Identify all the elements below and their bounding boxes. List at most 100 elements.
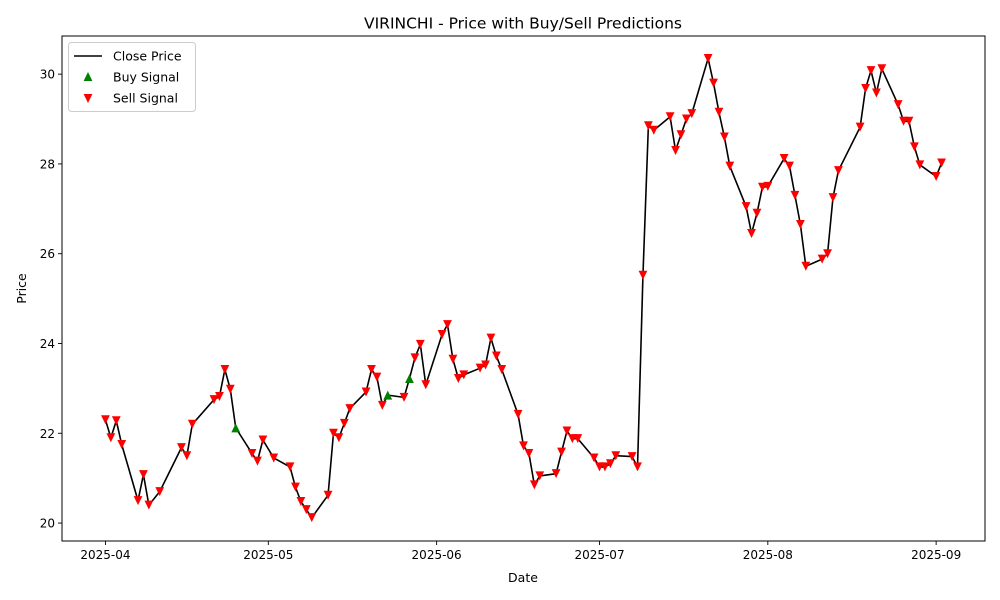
sell-signal-marker [709, 78, 718, 88]
sell-signal-marker [681, 114, 691, 124]
sell-signal-marker [817, 254, 827, 264]
axes-frame [61, 35, 986, 542]
sell-signal-marker [486, 333, 496, 343]
legend-close-price: Close Price [113, 49, 182, 64]
sell-signal-marker [372, 372, 382, 382]
sell-signal-marker [101, 415, 110, 425]
sell-signal-marker [643, 121, 653, 131]
buy-signal-marker [405, 374, 414, 384]
sell-signal-marker [719, 132, 729, 142]
sell-signal-marker [187, 419, 197, 429]
sell-signal-marker [703, 53, 713, 63]
sell-signal-marker [415, 339, 425, 349]
sell-signal-marker [676, 130, 686, 140]
legend: Close Price Buy Signal Sell Signal [68, 42, 196, 112]
sell-signal-marker [605, 459, 615, 469]
sell-signal-marker [763, 181, 773, 191]
y-axis-label: Price [14, 273, 29, 304]
sell-signal-marker [638, 270, 648, 280]
sell-signal-marker [307, 513, 317, 523]
y-tick-label: 30 [40, 68, 55, 82]
sell-signal-marker [665, 112, 675, 122]
sell-signal-marker [823, 249, 832, 259]
sell-signal-marker [915, 160, 925, 170]
sell-signal-marker [269, 453, 279, 463]
y-tick-label: 20 [40, 517, 55, 531]
sell-signal-marker [421, 380, 431, 390]
buy-signal-marker [231, 423, 241, 433]
sell-signal-marker [459, 370, 469, 380]
sell-signal-marker [855, 122, 865, 132]
plot-area [101, 53, 946, 523]
sell-signal-marker [481, 360, 490, 370]
sell-signal-marker [443, 320, 452, 330]
sell-signal-marker [589, 453, 599, 463]
sell-signal-marker [937, 158, 946, 168]
sell-signal-marker [399, 392, 409, 402]
sell-signal-marker [877, 64, 887, 74]
sell-signal-marker [600, 462, 610, 472]
sell-signal-marker [475, 363, 485, 373]
sell-signal-marker [633, 462, 642, 472]
buy-signal-marker [383, 390, 393, 400]
sell-signal-marker [329, 428, 338, 438]
sell-signal-marker [453, 374, 463, 384]
sell-signal-marker [361, 387, 371, 397]
sell-signal-marker [258, 435, 268, 445]
legend-sell-signal: Sell Signal [113, 91, 178, 106]
x-axis-label: Date [508, 570, 538, 585]
sell-signal-marker [931, 172, 941, 182]
x-tick-label: 2025-04 [80, 548, 130, 562]
sell-signal-marker [866, 66, 876, 76]
sell-signal-marker [910, 142, 919, 152]
sell-signal-marker [671, 145, 680, 155]
sell-signal-marker [111, 416, 121, 426]
legend-frame [68, 42, 196, 112]
sell-signal-marker [247, 448, 257, 458]
sell-signal-marker [410, 353, 420, 363]
axis-ticks: 2025-04 2025-05 2025-06 2025-07 2025-08 2025-… [40, 68, 961, 562]
sell-signal-marker [535, 471, 545, 481]
sell-signal-marker [893, 100, 903, 110]
sell-signal-marker [747, 229, 756, 239]
sell-signal-marker [334, 433, 344, 443]
sell-signal-marker [497, 365, 507, 375]
sell-signal-marker [323, 490, 333, 500]
chart-title: VIRINCHI - Price with Buy/Sell Predictio… [364, 15, 682, 33]
sell-signal-marker [345, 404, 355, 414]
sell-signal-marker [253, 456, 262, 466]
sell-signal-marker [551, 469, 561, 479]
y-tick-label: 26 [40, 247, 55, 261]
sell-signal-marker [741, 202, 751, 212]
sell-signal-marker [796, 220, 805, 230]
sell-signal-marker [828, 193, 838, 203]
sell-signal-marker [215, 391, 224, 401]
x-tick-label: 2025-08 [743, 548, 793, 562]
sell-signal-marker [649, 125, 659, 135]
x-tick-label: 2025-05 [243, 548, 293, 562]
sell-signal-marker [872, 88, 881, 98]
sell-signal-marker [524, 448, 534, 458]
x-tick-label: 2025-09 [911, 548, 961, 562]
sell-signal-marker [144, 500, 154, 510]
legend-sell-marker [83, 94, 93, 103]
sell-signal-marker [557, 447, 566, 457]
sell-signal-marker [220, 365, 230, 375]
sell-signal-marker [529, 480, 539, 490]
sell-signal-marker [139, 470, 148, 480]
y-tick-label: 28 [40, 157, 55, 171]
sell-signal-marker [291, 482, 300, 492]
sell-signal-marker [627, 452, 637, 462]
sell-signal-marker [752, 208, 762, 218]
sell-signal-marker [861, 84, 870, 94]
sell-signal-marker [133, 496, 143, 506]
sell-signal-marker [779, 154, 789, 164]
sell-signal-marker [301, 505, 311, 515]
sell-signal-marker [519, 441, 528, 451]
sell-signal-marker [285, 462, 295, 472]
y-tick-label: 22 [40, 427, 55, 441]
sell-signal-marker [562, 426, 572, 436]
sell-signal-marker [182, 451, 192, 461]
sell-signal-marker [339, 418, 349, 428]
